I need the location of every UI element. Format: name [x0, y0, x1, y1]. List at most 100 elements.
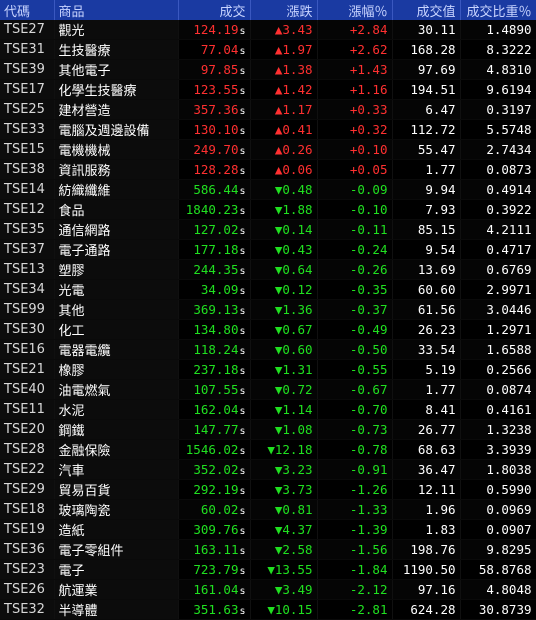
last-price-cell: 128.28s [178, 159, 251, 180]
price-change-cell: ▼0.43 [250, 239, 318, 260]
header-price[interactable]: 成交 [178, 0, 251, 20]
table-row[interactable]: TSE23 電子 723.79s ▼13.55 -1.84 1190.50 58.8768 [0, 559, 536, 580]
table-row[interactable]: TSE30 化工 134.80s ▼0.67 -0.49 26.23 1.2971 [0, 319, 536, 340]
trade-weight: 9.8295 [460, 539, 536, 560]
table-row[interactable]: TSE27 觀光 124.19s ▲3.43 +2.84 30.11 1.4890 [0, 20, 536, 40]
table-row[interactable]: TSE14 紡織纖維 586.44s ▼0.48 -0.09 9.94 0.4914 [0, 179, 536, 200]
table-row[interactable]: TSE28 金融保險 1546.02s ▼12.18 -0.78 68.63 3.3939 [0, 439, 536, 460]
table-row[interactable]: TSE19 造紙 309.76s ▼4.37 -1.39 1.83 0.0907 [0, 519, 536, 540]
table-row[interactable]: TSE34 光電 34.09s ▼0.12 -0.35 60.60 2.9971 [0, 279, 536, 300]
last-price: 1546.02 [185, 442, 239, 457]
down-arrow-icon: ▼ [267, 562, 275, 577]
down-arrow-icon: ▼ [274, 182, 283, 197]
header-change-pct[interactable]: 漲幅％ [317, 0, 393, 20]
change-percent: -1.39 [317, 519, 393, 540]
table-row[interactable]: TSE21 橡膠 237.18s ▼1.31 -0.55 5.19 0.2566 [0, 359, 536, 380]
price-change: 3.49 [282, 582, 313, 597]
trade-weight: 0.5990 [460, 479, 536, 500]
trade-value: 97.69 [392, 59, 461, 80]
table-row[interactable]: TSE39 其他電子 97.85s ▲1.38 +1.43 97.69 4.8310 [0, 59, 536, 80]
change-percent: -0.73 [317, 419, 393, 440]
table-row[interactable]: TSE29 貿易百貨 292.19s ▼3.73 -1.26 12.11 0.5990 [0, 479, 536, 500]
price-suffix: s [239, 146, 246, 157]
table-row[interactable]: TSE13 塑膠 244.35s ▼0.64 -0.26 13.69 0.6769 [0, 259, 536, 280]
price-change-cell: ▼4.37 [250, 519, 318, 540]
sector-code: TSE15 [0, 139, 55, 160]
last-price-cell: 162.04s [178, 399, 251, 420]
last-price: 351.63 [193, 602, 239, 617]
sector-name: 生技醫療 [54, 39, 179, 60]
sector-code: TSE37 [0, 239, 55, 260]
price-suffix: s [239, 206, 246, 217]
last-price: 352.02 [193, 462, 239, 477]
down-arrow-icon: ▼ [267, 442, 275, 457]
table-row[interactable]: TSE36 電子零組件 163.11s ▼2.58 -1.56 198.76 9.8295 [0, 539, 536, 560]
header-change[interactable]: 漲跌 [250, 0, 318, 20]
table-row[interactable]: TSE40 油電燃氣 107.55s ▼0.72 -0.67 1.77 0.0874 [0, 379, 536, 400]
trade-value: 1.96 [392, 499, 461, 520]
header-code[interactable]: 代碼 [0, 0, 55, 20]
table-row[interactable]: TSE17 化學生技醫療 123.55s ▲1.42 +1.16 194.51 9.6194 [0, 79, 536, 100]
price-change-cell: ▼1.14 [250, 399, 318, 420]
change-percent: -0.78 [317, 439, 393, 460]
table-row[interactable]: TSE99 其他 369.13s ▼1.36 -0.37 61.56 3.0446 [0, 299, 536, 320]
down-arrow-icon: ▼ [274, 542, 283, 557]
last-price-cell: 177.18s [178, 239, 251, 260]
down-arrow-icon: ▼ [274, 422, 283, 437]
price-change-cell: ▼3.49 [250, 579, 318, 600]
sector-code: TSE30 [0, 319, 55, 340]
table-row[interactable]: TSE15 電機機械 249.70s ▲0.26 +0.10 55.47 2.7434 [0, 139, 536, 160]
last-price: 130.10 [193, 122, 239, 137]
price-suffix: s [239, 546, 246, 557]
price-suffix: s [239, 606, 246, 617]
sector-name: 玻璃陶瓷 [54, 499, 179, 520]
up-arrow-icon: ▲ [274, 142, 283, 157]
sector-code: TSE40 [0, 379, 55, 400]
last-price-cell: 244.35s [178, 259, 251, 280]
change-percent: +0.05 [317, 159, 393, 180]
last-price: 134.80 [193, 322, 239, 337]
sector-code: TSE20 [0, 419, 55, 440]
sector-name: 金融保險 [54, 439, 179, 460]
table-row[interactable]: TSE22 汽車 352.02s ▼3.23 -0.91 36.47 1.8038 [0, 459, 536, 480]
sector-name: 電機機械 [54, 139, 179, 160]
header-trade-value[interactable]: 成交值 [392, 0, 461, 20]
up-arrow-icon: ▲ [274, 62, 283, 77]
price-change-cell: ▲3.43 [250, 20, 318, 40]
last-price: 162.04 [193, 402, 239, 417]
header-trade-weight[interactable]: 成交比重％ [460, 0, 536, 20]
header-name[interactable]: 商品 [54, 0, 179, 20]
last-price: 147.77 [193, 422, 239, 437]
table-row[interactable]: TSE31 生技醫療 77.04s ▲1.97 +2.62 168.28 8.3222 [0, 39, 536, 60]
table-row[interactable]: TSE37 電子通路 177.18s ▼0.43 -0.24 9.54 0.4717 [0, 239, 536, 260]
sector-code: TSE34 [0, 279, 55, 300]
table-row[interactable]: TSE38 資訊服務 128.28s ▲0.06 +0.05 1.77 0.0873 [0, 159, 536, 180]
trade-weight: 0.3197 [460, 99, 536, 120]
trade-weight: 0.0969 [460, 499, 536, 520]
sector-name: 其他電子 [54, 59, 179, 80]
sector-name: 資訊服務 [54, 159, 179, 180]
table-row[interactable]: TSE25 建材營造 357.36s ▲1.17 +0.33 6.47 0.3197 [0, 99, 536, 120]
trade-weight: 0.3922 [460, 199, 536, 220]
table-row[interactable]: TSE33 電腦及週邊設備 130.10s ▲0.41 +0.32 112.72 5.574… [0, 119, 536, 140]
table-row[interactable]: TSE20 鋼鐵 147.77s ▼1.08 -0.73 26.77 1.3238 [0, 419, 536, 440]
price-change: 1.31 [282, 362, 313, 377]
table-row[interactable]: TSE11 水泥 162.04s ▼1.14 -0.70 8.41 0.4161 [0, 399, 536, 420]
table-row[interactable]: TSE35 通信網路 127.02s ▼0.14 -0.11 85.15 4.2111 [0, 219, 536, 240]
price-change-cell: ▲1.42 [250, 79, 318, 100]
price-change: 10.15 [274, 602, 313, 617]
down-arrow-icon: ▼ [274, 342, 283, 357]
table-row[interactable]: TSE26 航運業 161.04s ▼3.49 -2.12 97.16 4.8048 [0, 579, 536, 600]
last-price-cell: 369.13s [178, 299, 251, 320]
price-change: 0.14 [282, 222, 313, 237]
sector-code: TSE35 [0, 219, 55, 240]
table-row[interactable]: TSE12 食品 1840.23s ▼1.88 -0.10 7.93 0.3922 [0, 199, 536, 220]
last-price-cell: 97.85s [178, 59, 251, 80]
sector-code: TSE19 [0, 519, 55, 540]
price-change-cell: ▼10.15 [250, 599, 318, 620]
table-row[interactable]: TSE16 電器電纜 118.24s ▼0.60 -0.50 33.54 1.6588 [0, 339, 536, 360]
table-row[interactable]: TSE32 半導體 351.63s ▼10.15 -2.81 624.28 30.8739 [0, 599, 536, 620]
sector-code: TSE12 [0, 199, 55, 220]
table-row[interactable]: TSE18 玻璃陶瓷 60.02s ▼0.81 -1.33 1.96 0.0969 [0, 499, 536, 520]
last-price: 97.85 [200, 62, 239, 77]
